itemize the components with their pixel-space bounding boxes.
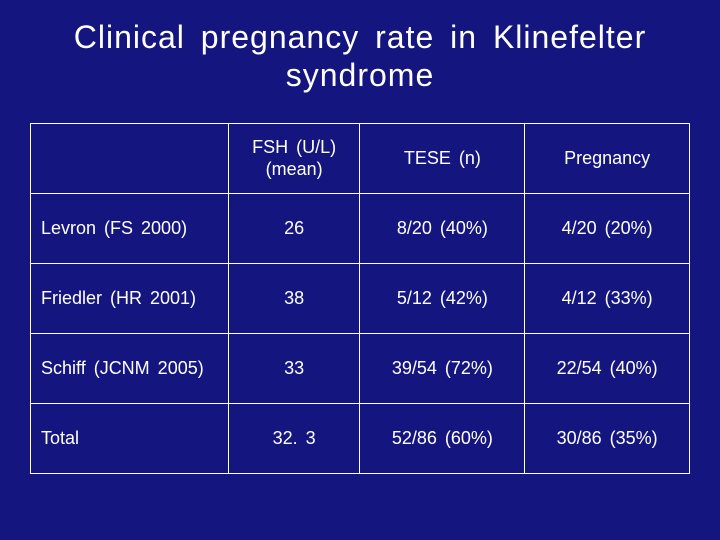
header-study (31, 123, 229, 193)
cell-preg: 4/12 (33%) (525, 263, 690, 333)
table-row: Friedler (HR 2001) 38 5/12 (42%) 4/12 (3… (31, 263, 690, 333)
cell-study: Total (31, 403, 229, 473)
cell-preg: 4/20 (20%) (525, 193, 690, 263)
cell-study: Friedler (HR 2001) (31, 263, 229, 333)
cell-tese: 5/12 (42%) (360, 263, 525, 333)
cell-study: Schiff (JCNM 2005) (31, 333, 229, 403)
cell-preg: 22/54 (40%) (525, 333, 690, 403)
slide-title: Clinical pregnancy rate in Klinefelter s… (30, 18, 690, 95)
cell-tese: 8/20 (40%) (360, 193, 525, 263)
slide: Clinical pregnancy rate in Klinefelter s… (0, 0, 720, 540)
data-table: FSH (U/L) (mean) TESE (n) Pregnancy Levr… (30, 123, 690, 474)
header-pregnancy: Pregnancy (525, 123, 690, 193)
cell-study: Levron (FS 2000) (31, 193, 229, 263)
cell-tese: 39/54 (72%) (360, 333, 525, 403)
header-tese: TESE (n) (360, 123, 525, 193)
cell-fsh: 33 (228, 333, 360, 403)
table-row: Schiff (JCNM 2005) 33 39/54 (72%) 22/54 … (31, 333, 690, 403)
cell-preg: 30/86 (35%) (525, 403, 690, 473)
cell-fsh: 32. 3 (228, 403, 360, 473)
cell-fsh: 38 (228, 263, 360, 333)
header-fsh: FSH (U/L) (mean) (228, 123, 360, 193)
table-row: Total 32. 3 52/86 (60%) 30/86 (35%) (31, 403, 690, 473)
table-header-row: FSH (U/L) (mean) TESE (n) Pregnancy (31, 123, 690, 193)
cell-fsh: 26 (228, 193, 360, 263)
table-row: Levron (FS 2000) 26 8/20 (40%) 4/20 (20%… (31, 193, 690, 263)
cell-tese: 52/86 (60%) (360, 403, 525, 473)
